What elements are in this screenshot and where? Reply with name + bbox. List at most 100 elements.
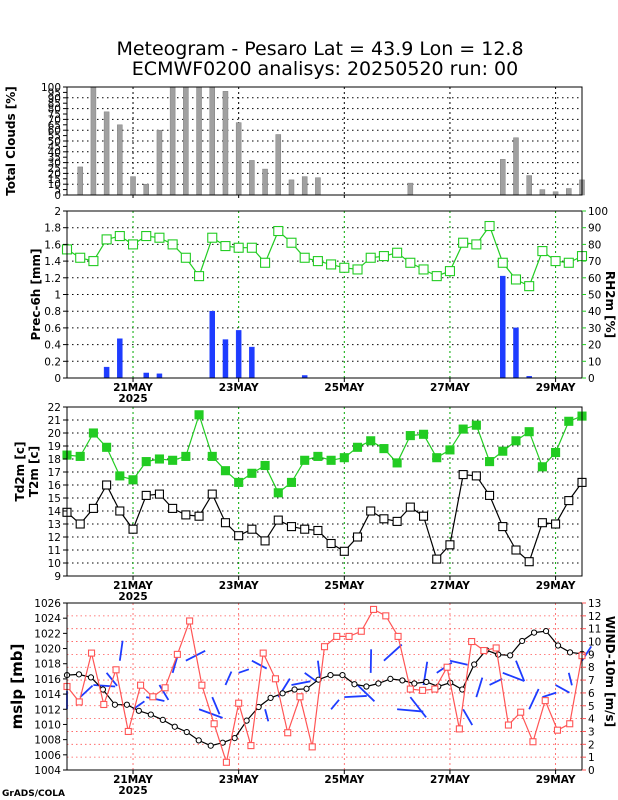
precip-bar (249, 346, 255, 379)
wind-speed-marker (149, 693, 157, 701)
clouds-bar (103, 111, 110, 196)
td2m-marker (207, 489, 217, 499)
mslp-marker (291, 686, 298, 693)
clouds-y-tick-label: 10 (48, 179, 61, 191)
clouds-bar (169, 86, 176, 196)
temp-x-label: 29MAY (536, 580, 576, 592)
mslp-marker (171, 723, 178, 730)
clouds-y-tick-label: 95 (48, 87, 61, 99)
rh-marker (299, 252, 310, 263)
mslp-marker (363, 683, 370, 690)
t2m-marker (326, 455, 336, 465)
mslp-marker (159, 716, 166, 724)
mslp-marker (135, 707, 142, 714)
t2m-marker (247, 468, 257, 478)
mslp-marker (183, 728, 190, 736)
wind-barbs-group (66, 640, 593, 726)
rh-marker (537, 246, 548, 257)
td2m-marker (564, 496, 574, 506)
td2m-marker (75, 519, 85, 529)
clouds-y-tick-label: 85 (48, 98, 61, 110)
mslp-frame (66, 602, 583, 771)
rh-marker (550, 256, 561, 267)
rh-marker (444, 266, 455, 277)
td2m-marker (339, 546, 349, 556)
mslp-marker (411, 680, 418, 687)
clouds-y-tick-label: 5 (54, 185, 61, 197)
wind-speed-marker (198, 681, 206, 689)
rh-marker (286, 237, 297, 248)
rh-y-tick-label: 0 (588, 373, 595, 385)
rh-y-tick-label: 100 (588, 206, 608, 218)
clouds-bar (315, 177, 321, 196)
precip-x-label: 29MAY (536, 382, 576, 394)
rh-marker (154, 232, 165, 243)
td2m-marker (537, 518, 547, 528)
rh-marker (352, 264, 363, 275)
mslp-marker (566, 649, 574, 656)
rh-y-tick-label: 60 (588, 273, 601, 285)
wind-speed-marker (308, 743, 316, 751)
wind-barb (93, 684, 116, 688)
td2m-marker (392, 516, 402, 526)
clouds-y-tick-label: 30 (48, 158, 61, 170)
wind-speed-marker (210, 720, 218, 728)
mslp-y-tick-label: 1014 (34, 689, 61, 701)
precip-y-tick-label: 1.6 (44, 239, 61, 251)
wind-y-tick-label: 3 (588, 726, 595, 738)
temp-y-tick-label: 22 (48, 402, 61, 414)
temp-y-tick-label: 20 (48, 428, 61, 440)
td2m-marker (445, 540, 455, 550)
clouds-bar (117, 124, 123, 196)
precip-bar (513, 327, 519, 379)
wind-y-tick-label: 6 (588, 688, 595, 700)
td2m-marker (286, 522, 297, 532)
wind-speed-marker (112, 666, 120, 674)
td2m-marker (418, 511, 429, 521)
wind-barb (158, 684, 170, 701)
t2m-marker (418, 429, 429, 439)
td2m-marker (194, 511, 204, 521)
precip-x-label: 27MAY (430, 382, 470, 394)
mslp-marker (554, 642, 562, 649)
mslp-marker (207, 742, 214, 749)
mslp-marker (267, 694, 274, 701)
wind-speed-marker (492, 644, 500, 652)
precip-y-label: Prec-6h [mm] (29, 249, 43, 341)
x-year-label: 2025 (118, 591, 147, 603)
rh-marker (431, 271, 442, 282)
t2m-marker (207, 451, 217, 461)
mslp-x-label: 27MAY (430, 774, 470, 786)
rh-marker (246, 242, 257, 253)
mslp-marker (530, 629, 538, 636)
precip-y-tick-label: 0.8 (44, 306, 61, 318)
t2m-marker (75, 451, 85, 461)
wind-speed-marker (517, 708, 525, 716)
wind-barb (291, 680, 311, 686)
precip-y-tick-label: 0 (54, 373, 61, 385)
precip-x-label: 25MAY (324, 382, 364, 394)
mslp-marker (387, 675, 394, 683)
t2m-marker (88, 428, 98, 438)
wind-barb (211, 696, 221, 715)
t2m-marker (458, 424, 468, 434)
td2m-y-label: Td2m [c] (13, 442, 27, 502)
wind-barb (304, 672, 317, 682)
mslp-marker (542, 627, 550, 635)
temp-y-tick-label: 10 (48, 558, 61, 570)
clouds-bar (143, 183, 149, 196)
precip-bar (222, 339, 229, 379)
clouds-bar (235, 122, 242, 196)
precip-bar (143, 372, 149, 379)
mslp-y-tick-label: 1008 (34, 735, 61, 747)
wind-speed-marker (504, 721, 512, 729)
x-year-label: 2025 (118, 785, 147, 797)
precip-bar (500, 275, 506, 379)
wind-barb (185, 650, 206, 662)
wind-y-label: WIND-10m [m/s] (603, 616, 617, 727)
rh-y-label: RH2m [%] (603, 271, 617, 338)
wind-speed-marker (455, 725, 463, 733)
t2m-marker (524, 427, 534, 437)
temp-y-tick-label: 15 (48, 493, 61, 505)
wind-speed-marker (369, 605, 378, 613)
